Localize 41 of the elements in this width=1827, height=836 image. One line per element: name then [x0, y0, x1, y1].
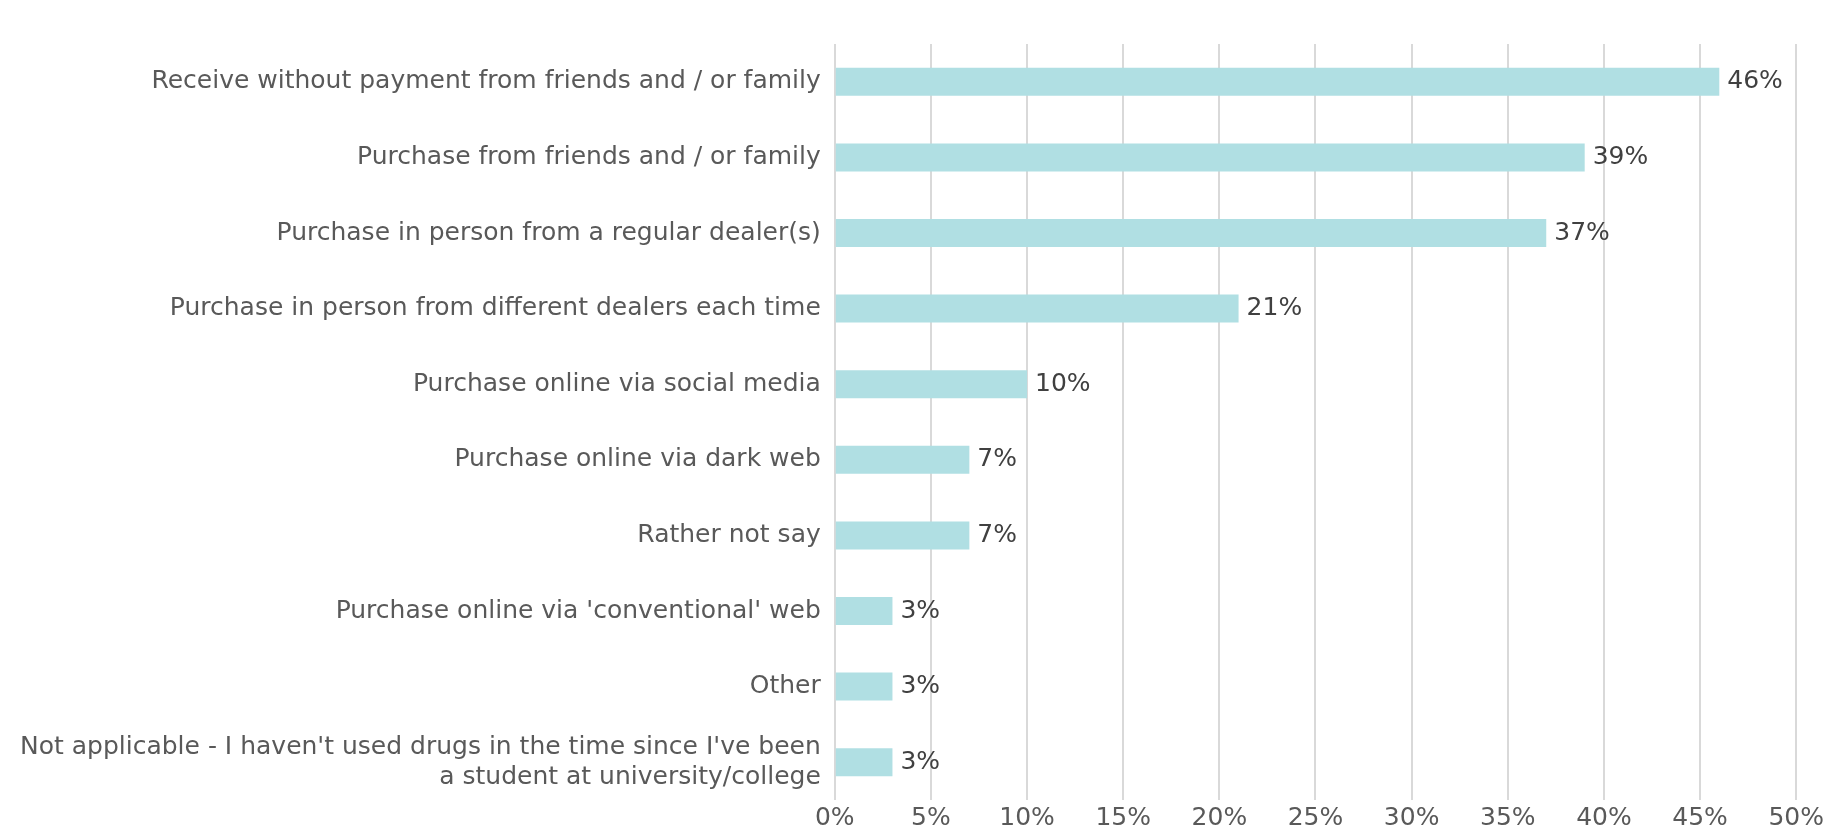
- data-label: 3%: [900, 745, 941, 775]
- y-tick-label: Purchase in person from a regular dealer(s): [276, 216, 821, 246]
- y-tick-label: Purchase online via dark web: [454, 443, 821, 473]
- x-tick-label: 10%: [999, 801, 1055, 831]
- x-tick-label: 45%: [1672, 801, 1728, 831]
- x-tick-label: 15%: [1095, 801, 1151, 831]
- data-label: 3%: [900, 594, 941, 624]
- data-label: 37%: [1554, 216, 1610, 246]
- data-label: 7%: [977, 518, 1018, 548]
- x-tick-label: 0%: [814, 801, 855, 831]
- y-tick-label: Receive without payment from friends and / or family: [151, 65, 821, 95]
- data-label: 7%: [977, 443, 1018, 473]
- x-tick-label: 25%: [1287, 801, 1344, 831]
- y-tick-label: Purchase online via social media: [412, 367, 821, 397]
- data-label: 10%: [1035, 367, 1091, 397]
- x-tick-label: 50%: [1768, 801, 1825, 831]
- bar: [835, 219, 1547, 247]
- y-tick-label: Purchase online via 'conventional' web: [335, 594, 821, 624]
- bar: [835, 597, 893, 625]
- bar: [835, 143, 1585, 172]
- bar: [835, 748, 893, 777]
- data-label: 46%: [1727, 65, 1783, 95]
- x-tick-label: 20%: [1191, 801, 1248, 831]
- bar: [835, 445, 970, 474]
- x-tick-label: 35%: [1479, 801, 1536, 831]
- bar: [835, 521, 970, 550]
- y-tick-label: Purchase from friends and / or family: [357, 140, 821, 170]
- y-tick-label: Rather not say: [637, 518, 821, 548]
- bar: [835, 67, 1720, 96]
- data-label: 3%: [900, 670, 941, 700]
- x-tick-label: 40%: [1576, 801, 1632, 831]
- bar: [835, 370, 1028, 399]
- bar: [835, 294, 1239, 323]
- y-tick-label: Not applicable - I haven't used drugs in the time since I've been a student at university/college: [19, 730, 821, 790]
- bar: [835, 672, 893, 701]
- data-label: 39%: [1592, 140, 1649, 170]
- data-label: 21%: [1246, 292, 1303, 322]
- x-tick-label: 30%: [1383, 801, 1440, 831]
- y-tick-label: Purchase in person from different dealers each time: [169, 292, 821, 322]
- y-tick-label: Other: [749, 670, 822, 700]
- x-tick-label: 5%: [911, 801, 951, 831]
